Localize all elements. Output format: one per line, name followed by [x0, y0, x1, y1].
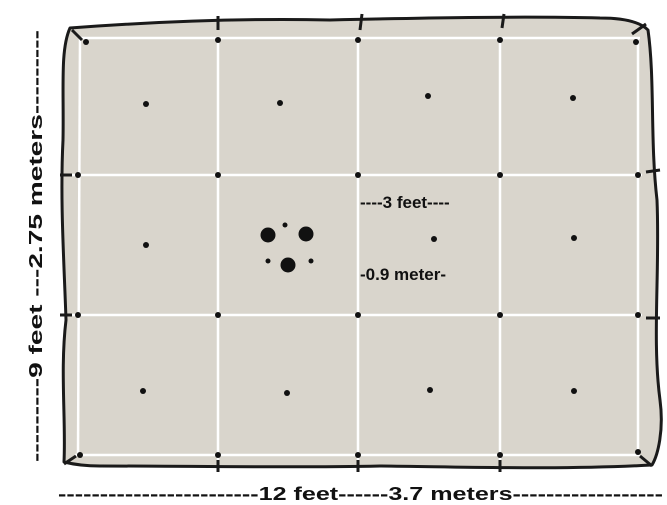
fabric-sheet — [60, 15, 663, 470]
cell-center-dot — [143, 242, 149, 248]
tick-top-3 — [500, 13, 506, 29]
cell-center-dot — [571, 235, 577, 241]
intersection-dot — [355, 312, 361, 318]
cell-center-dot — [425, 93, 431, 99]
cluster-dot-large — [260, 227, 276, 243]
cluster-dot-small — [308, 258, 314, 264]
intersection-dot — [215, 452, 221, 458]
intersection-dot — [355, 172, 361, 178]
cell-center-dot — [284, 390, 290, 396]
height-dimension-label: ---------9 feet ---2.75 meters--------- — [26, 30, 46, 462]
cell-center-dot — [277, 100, 283, 106]
center-dot-cluster — [260, 222, 314, 273]
intersection-dot — [497, 452, 503, 458]
tick-corner-bl — [63, 454, 77, 466]
tick-right-1 — [645, 168, 661, 174]
intersection-dot — [355, 37, 361, 43]
intersection-dot — [77, 452, 83, 458]
cluster-dot-large — [298, 226, 314, 242]
intersection-dot — [215, 312, 221, 318]
intersection-dot — [635, 312, 641, 318]
cluster-dot-small — [265, 258, 271, 264]
edge-ticks — [60, 13, 661, 472]
tick-corner-tr — [631, 22, 647, 36]
cell-center-dot — [571, 388, 577, 394]
intersection-dot — [497, 312, 503, 318]
intersection-dot — [635, 172, 641, 178]
cell-center-dot — [570, 95, 576, 101]
intersection-dot — [633, 39, 639, 45]
cluster-dot-large — [280, 257, 296, 273]
intersection-dot — [75, 172, 81, 178]
cell-center-dot — [431, 236, 437, 242]
intersection-dot — [497, 172, 503, 178]
intersection-dot — [215, 172, 221, 178]
cluster-dot-small — [282, 222, 288, 228]
intersection-dot — [215, 37, 221, 43]
cell-center-dots — [140, 93, 577, 396]
tick-corner-tl — [70, 28, 84, 42]
cell-center-dot — [140, 388, 146, 394]
intersection-dot — [497, 37, 503, 43]
tick-corner-br — [639, 454, 653, 468]
cell-center-dot — [143, 101, 149, 107]
cell-width-meters-label: -0.9 meter- — [360, 265, 446, 284]
width-dimension-label: ------------------------12 feet------3.7… — [58, 484, 663, 504]
cell-width-feet-label: ----3 feet---- — [360, 193, 450, 212]
cell-center-dot — [427, 387, 433, 393]
grid-line-left — [76, 37, 82, 456]
intersection-dot — [355, 452, 361, 458]
tick-top-2 — [358, 13, 364, 31]
intersection-dot — [83, 39, 89, 45]
intersection-dot — [635, 449, 641, 455]
intersection-dot — [75, 312, 81, 318]
intersection-dots — [75, 37, 641, 458]
